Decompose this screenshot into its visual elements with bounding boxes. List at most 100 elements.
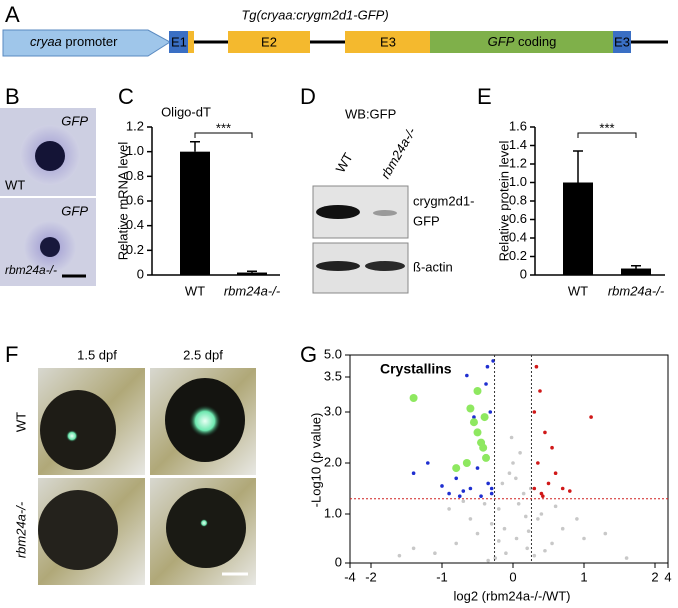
band-label: GFP (413, 213, 440, 228)
gfp-box (430, 31, 614, 53)
panel-label: F (5, 342, 18, 367)
y-tick-label: 1.4 (509, 137, 527, 152)
point (452, 464, 461, 473)
y-tick-label: 0 (335, 554, 342, 569)
point (426, 461, 430, 465)
panel-label: A (5, 2, 20, 27)
panel-label: G (300, 342, 317, 367)
stain-label: GFP (61, 203, 88, 218)
point (479, 443, 488, 452)
point (532, 486, 537, 491)
point (504, 551, 508, 555)
point (475, 466, 480, 470)
point (514, 536, 519, 541)
point (507, 471, 512, 476)
point (511, 461, 515, 465)
exon-label: E3 (380, 34, 396, 49)
exon-label: E2 (261, 34, 277, 49)
y-tick-label: 1.2 (509, 155, 527, 170)
significance-label: *** (216, 120, 231, 135)
point (397, 553, 402, 558)
point (433, 551, 437, 555)
point (462, 459, 471, 467)
photo (0, 108, 96, 286)
point (484, 382, 488, 386)
y-tick-label: 1.6 (509, 118, 527, 133)
significance-bracket (577, 132, 637, 138)
point (475, 531, 480, 536)
point (482, 453, 491, 462)
significance-label: *** (599, 120, 614, 135)
y-tick-label: 0 (520, 266, 527, 281)
plot-frame (349, 354, 669, 564)
exon-box (169, 31, 189, 53)
point (534, 364, 539, 369)
panel-label: D (300, 84, 316, 109)
blot-title: WB:GFP (345, 106, 396, 121)
y-tick-label: 0.6 (126, 192, 144, 207)
x-tick-label: WT (185, 283, 205, 298)
x-tick-label: 2 (651, 569, 658, 584)
significance-bracket (194, 132, 253, 138)
point (479, 494, 483, 498)
x-tick-label: 4 (664, 569, 671, 584)
point (409, 394, 418, 402)
point (532, 553, 537, 558)
point (514, 476, 518, 481)
point (589, 415, 593, 419)
y-tick-label: 1.2 (126, 118, 144, 133)
point (509, 435, 514, 440)
point (568, 489, 572, 493)
point (560, 486, 565, 491)
point (518, 451, 522, 455)
y-axis-label: -Log10 (p value) (308, 413, 323, 508)
point (543, 548, 547, 553)
point (485, 364, 490, 369)
point (550, 541, 554, 546)
blot (312, 185, 409, 294)
point (525, 546, 529, 551)
y-tick-label: 5.0 (324, 346, 342, 361)
point (523, 514, 528, 519)
point (550, 445, 554, 450)
point (447, 491, 451, 496)
y-tick-label: 0 (137, 266, 144, 281)
x-tick-label: -2 (365, 569, 377, 584)
point (560, 526, 565, 531)
exon-box (188, 31, 194, 53)
bar (180, 151, 210, 275)
time-label: 1.5 dpf (77, 347, 117, 362)
y-tick-label: 0.8 (509, 192, 527, 207)
y-tick-label: 3.0 (324, 403, 342, 418)
point (532, 410, 537, 414)
lane-label: rbm24a-/- (378, 124, 419, 181)
point (553, 504, 558, 509)
y-axis-label: Relative protein level (496, 141, 511, 262)
y-axis-label: Relative mRNA level (115, 142, 130, 261)
point (536, 517, 540, 521)
point (539, 512, 544, 516)
row-label: WT (13, 412, 28, 432)
bar (237, 272, 267, 275)
point (472, 415, 476, 419)
exon-label: E3 (614, 34, 630, 49)
panel-label: B (5, 84, 20, 109)
point (480, 413, 489, 422)
y-tick-label: 0.4 (509, 229, 527, 244)
point (411, 471, 416, 476)
stain-label: GFP (61, 113, 88, 128)
time-label: 2.5 dpf (183, 347, 223, 362)
panel-label: E (477, 84, 492, 109)
point (489, 486, 494, 491)
point (497, 539, 501, 543)
y-tick-label: 3.5 (324, 368, 342, 383)
point (541, 494, 545, 498)
y-tick-label: 1.0 (324, 505, 342, 520)
point (454, 476, 459, 481)
point (465, 373, 469, 378)
point (468, 517, 473, 521)
point (489, 522, 494, 526)
series-label: Crystallins (380, 361, 452, 377)
exon-box (345, 31, 431, 53)
